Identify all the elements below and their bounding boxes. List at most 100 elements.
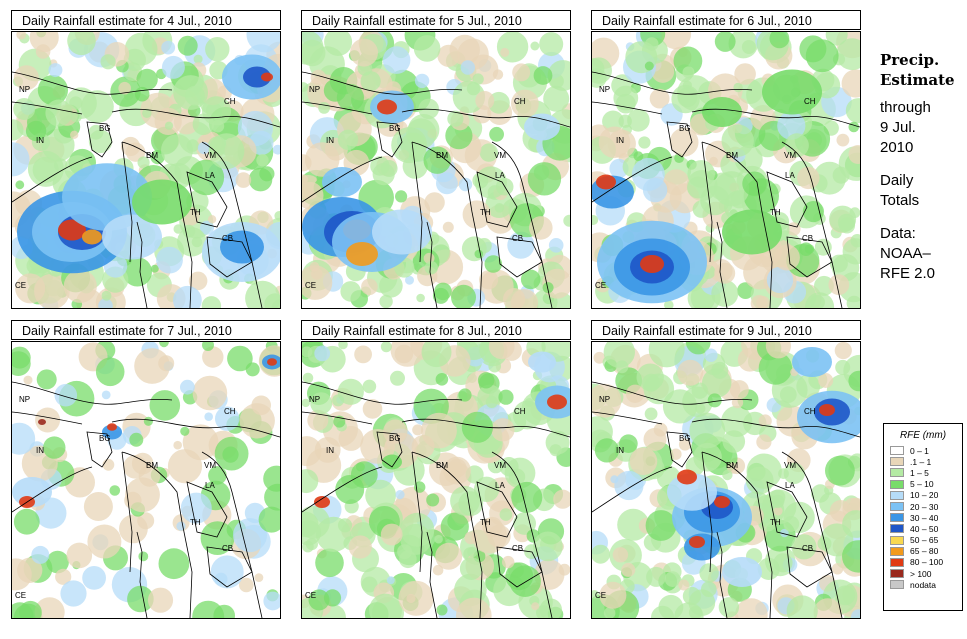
map-label-ch: CH [514,97,526,106]
legend-item: .1 – 1 [890,456,962,467]
map-label-ch: CH [224,97,236,106]
rainfall-field: NP IN BG CH BM VM LA TH CB CE [592,342,860,618]
map-label-th: TH [480,208,491,217]
legend-item: 10 – 20 [890,490,962,501]
map-label-vm: VM [784,151,796,160]
legend-swatch [890,524,904,534]
legend-label: > 100 [910,568,932,579]
legend-item: 65 – 80 [890,546,962,557]
legend-swatch [890,569,904,579]
map-label-ce: CE [15,591,26,600]
legend-item: 0 – 1 [890,445,962,456]
map-panel-3: Daily Rainfall estimate for 6 Jul., 2010… [591,10,861,309]
legend-label: 50 – 65 [910,535,939,546]
map-label-cb: CB [802,544,813,553]
map-label-vm: VM [784,461,796,470]
map-label-ch: CH [804,407,816,416]
legend-swatch [890,479,904,489]
daily-line-2: Totals [880,192,920,209]
map-label-th: TH [770,208,781,217]
rainfall-field: NP IN BG CH BM VM LA TH CB CE [592,32,860,308]
map-label-in: IN [36,136,44,145]
rainfall-field: NP IN BG CH BM VM LA TH CB CE [12,32,280,308]
legend-item: 1 – 5 [890,467,962,478]
legend-swatch [890,457,904,467]
legend-label: .1 – 1 [910,456,932,467]
legend-title: RFE (mm) [899,430,947,441]
map-label-np: NP [599,85,610,94]
map-label-cb: CB [802,234,813,243]
legend-label: 1 – 5 [910,467,929,478]
map-panel-2: Daily Rainfall estimate for 5 Jul., 2010… [301,10,571,309]
map-label-la: LA [785,481,795,490]
map-label-bm: BM [146,461,158,470]
map-label-vm: VM [494,461,506,470]
map-label-np: NP [19,395,30,404]
map-label-la: LA [785,171,795,180]
map-label-la: LA [495,481,505,490]
map-label-in: IN [616,446,624,455]
legend-swatch [890,502,904,512]
legend-label: 80 – 100 [910,557,944,568]
rainfall-map: NP IN BG CH BM VM LA TH CB CE [591,341,861,619]
panel-title: Daily Rainfall estimate for 9 Jul., 2010 [591,320,861,340]
map-label-cb: CB [512,234,523,243]
legend-label: 20 – 30 [910,501,939,512]
legend-item: > 100 [890,568,962,579]
map-label-bm: BM [436,151,448,160]
map-label-ce: CE [595,591,606,600]
map-label-bm: BM [726,151,738,160]
map-label-bg: BG [99,434,111,443]
map-label-bm: BM [146,151,158,160]
legend-label: 40 – 50 [910,523,939,534]
rainfall-map: NP IN BG CH BM VM LA TH CB CE [11,31,281,309]
map-label-la: LA [205,171,215,180]
legend-label: nodata [910,579,936,590]
map-label-th: TH [770,518,781,527]
legend-swatch [890,546,904,556]
map-label-th: TH [480,518,491,527]
map-label-np: NP [309,85,320,94]
through-label: through [880,99,931,116]
map-label-in: IN [326,136,334,145]
legend-label: 65 – 80 [910,546,939,557]
map-label-vm: VM [204,151,216,160]
legend-label: 30 – 40 [910,512,939,523]
map-label-ch: CH [514,407,526,416]
map-label-in: IN [36,446,44,455]
map-label-la: LA [495,171,505,180]
map-label-bg: BG [389,124,401,133]
heading-line-2: Estimate [880,71,955,89]
map-label-in: IN [326,446,334,455]
legend-item: 5 – 10 [890,479,962,490]
panel-title: Daily Rainfall estimate for 6 Jul., 2010 [591,10,861,30]
rainfall-map: NP IN BG CH BM VM LA TH CB CE [301,341,571,619]
legend-swatch [890,535,904,545]
panel-title: Daily Rainfall estimate for 4 Jul., 2010 [11,10,281,30]
data-line-1: Data: [880,225,916,242]
map-panel-6: Daily Rainfall estimate for 9 Jul., 2010… [591,320,861,619]
legend-label: 10 – 20 [910,490,939,501]
daily-line-1: Daily [880,172,914,189]
map-label-ch: CH [224,407,236,416]
map-label-bg: BG [679,434,691,443]
map-label-th: TH [190,208,201,217]
data-line-3: RFE 2.0 [880,265,936,282]
legend-item: 40 – 50 [890,523,962,534]
rainfall-map: NP IN BG CH BM VM LA TH CB CE [301,31,571,309]
map-label-bm: BM [436,461,448,470]
map-label-ce: CE [15,281,26,290]
legend-item: 80 – 100 [890,557,962,568]
legend-label: 0 – 1 [910,445,929,456]
map-label-bg: BG [679,124,691,133]
date-line-2: 2010 [880,139,914,156]
side-annotation: Precip. Estimate through 9 Jul. 2010 Dai… [880,50,965,284]
legend-item: 20 – 30 [890,501,962,512]
map-label-ce: CE [595,281,606,290]
rainfall-field: NP IN BG CH BM VM LA TH CB CE [12,342,280,618]
map-label-cb: CB [512,544,523,553]
panel-title: Daily Rainfall estimate for 8 Jul., 2010 [301,320,571,340]
legend-swatch [890,580,904,590]
map-panel-4: Daily Rainfall estimate for 7 Jul., 2010… [11,320,281,619]
